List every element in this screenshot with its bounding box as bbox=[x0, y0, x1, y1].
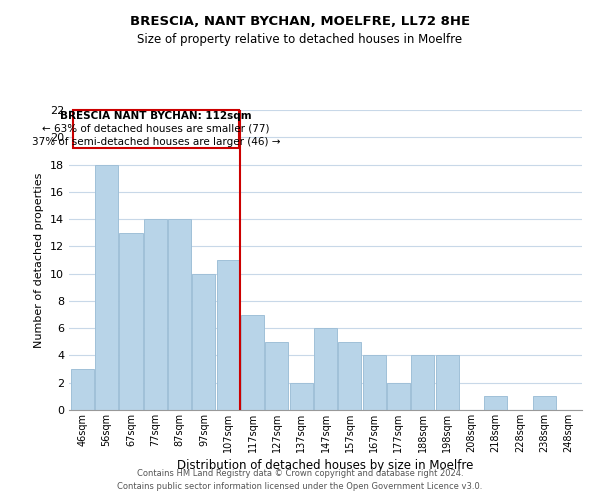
Text: 37% of semi-detached houses are larger (46) →: 37% of semi-detached houses are larger (… bbox=[32, 137, 280, 147]
Bar bbox=[193, 274, 215, 410]
Bar bbox=[265, 342, 289, 410]
Bar bbox=[290, 382, 313, 410]
Bar bbox=[314, 328, 337, 410]
Bar bbox=[71, 369, 94, 410]
Bar bbox=[533, 396, 556, 410]
Text: BRESCIA, NANT BYCHAN, MOELFRE, LL72 8HE: BRESCIA, NANT BYCHAN, MOELFRE, LL72 8HE bbox=[130, 15, 470, 28]
Bar bbox=[241, 314, 264, 410]
Text: Size of property relative to detached houses in Moelfre: Size of property relative to detached ho… bbox=[137, 32, 463, 46]
Bar bbox=[168, 219, 191, 410]
Text: Contains HM Land Registry data © Crown copyright and database right 2024.: Contains HM Land Registry data © Crown c… bbox=[137, 468, 463, 477]
Bar bbox=[411, 356, 434, 410]
Y-axis label: Number of detached properties: Number of detached properties bbox=[34, 172, 44, 348]
Bar bbox=[436, 356, 458, 410]
FancyBboxPatch shape bbox=[73, 110, 239, 148]
Bar bbox=[95, 164, 118, 410]
Text: Contains public sector information licensed under the Open Government Licence v3: Contains public sector information licen… bbox=[118, 482, 482, 491]
Bar bbox=[484, 396, 507, 410]
Bar bbox=[362, 356, 386, 410]
Bar bbox=[217, 260, 240, 410]
Text: BRESCIA NANT BYCHAN: 112sqm: BRESCIA NANT BYCHAN: 112sqm bbox=[60, 111, 252, 121]
Bar bbox=[119, 232, 143, 410]
Text: ← 63% of detached houses are smaller (77): ← 63% of detached houses are smaller (77… bbox=[42, 124, 269, 134]
Bar bbox=[387, 382, 410, 410]
X-axis label: Distribution of detached houses by size in Moelfre: Distribution of detached houses by size … bbox=[178, 459, 473, 472]
Bar bbox=[144, 219, 167, 410]
Bar bbox=[338, 342, 361, 410]
